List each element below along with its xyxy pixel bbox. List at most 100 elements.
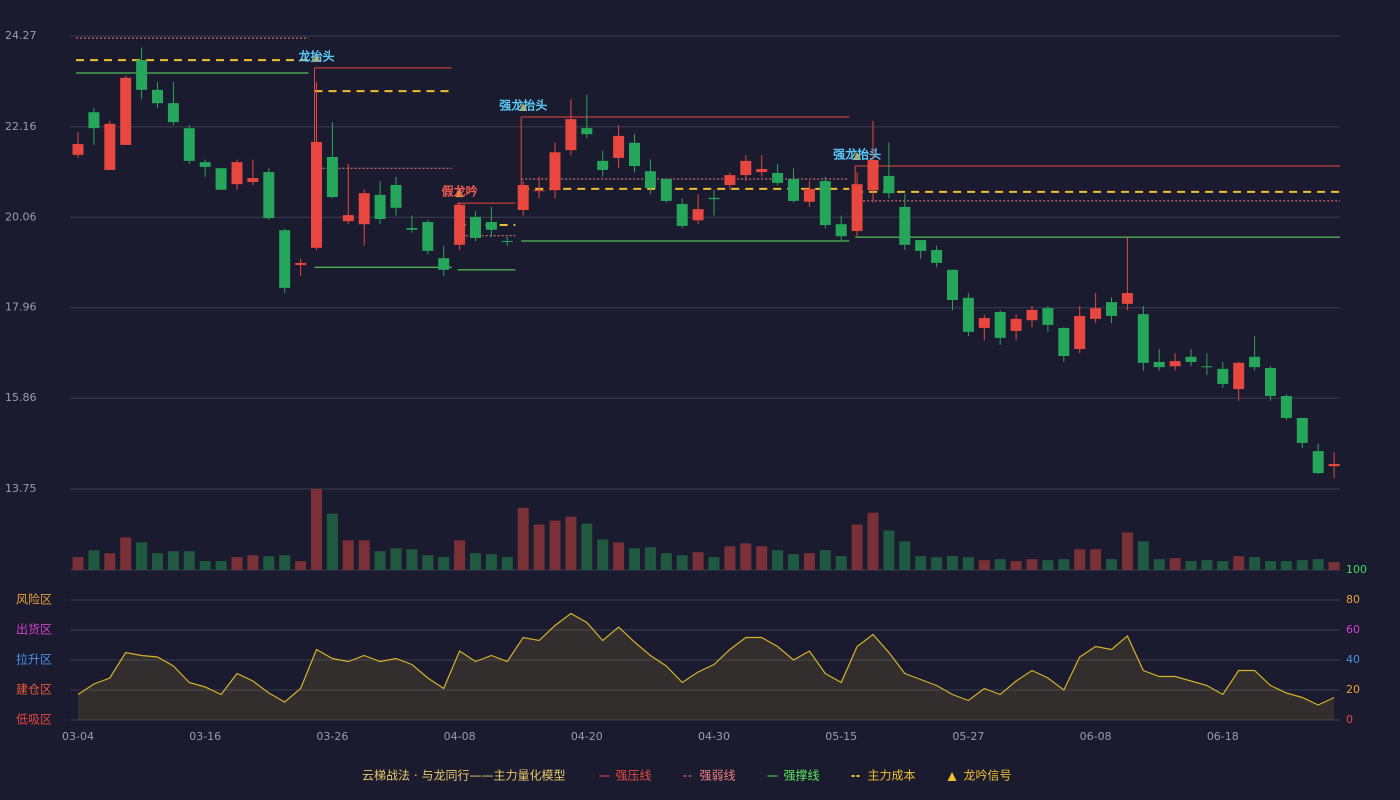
candle-body [915,240,927,251]
signal-marker [519,102,528,111]
candle-body [756,169,768,173]
candle-body [120,77,132,145]
volume-bar [183,551,195,570]
volume-bar [1090,549,1102,570]
volume-bar [342,540,354,570]
signal-label: 强龙抬头 [499,97,547,112]
candle-body [1233,362,1245,390]
volume-bar [374,551,386,570]
candle-body [1042,308,1054,325]
x-tick-label: 03-04 [62,730,94,743]
volume-bar [1312,559,1324,570]
candle-body [311,141,322,248]
candle-body [1153,361,1165,368]
volume-bar [708,557,720,570]
volume-bar [883,530,895,570]
volume-bar [947,556,958,570]
volume-bar [1280,561,1292,570]
candle-body [788,178,799,201]
candle-body [581,128,593,135]
x-tick-label: 05-27 [952,730,984,743]
volume-bar [629,548,640,570]
candle-body [1201,366,1213,368]
candle-body [517,184,529,210]
x-tick-label: 06-08 [1080,730,1112,743]
candle-body [597,160,609,170]
candle-body [183,128,195,161]
volume-bar [1058,559,1070,570]
candle-body [485,222,497,230]
legend-item: 强压线 [615,769,651,783]
volume-bar [1106,559,1117,570]
candle-body [565,119,577,151]
candle-body [438,258,450,270]
volume-bar [533,524,545,570]
candle-body [835,224,847,237]
volume-bar [1042,560,1054,570]
indicator-line [77,612,1335,706]
volume-bar [390,548,402,570]
candle-body [772,172,784,183]
candle-body [899,206,911,245]
candle-body [1074,315,1086,350]
candle-body [740,160,752,176]
candle-body [629,142,640,167]
volume-bar [994,559,1006,570]
candle-body [215,168,227,190]
volume-bar [931,557,943,570]
volume-bar [978,560,990,570]
volume-bar [358,540,370,570]
signal-label: 强龙抬头 [833,147,881,162]
x-tick-label: 03-26 [316,730,348,743]
volume-bar [692,552,704,570]
candle-body [962,297,974,332]
y-tick-label: 22.16 [5,120,37,133]
candle-body [136,60,148,90]
volume-bar [724,546,736,570]
volume-bar [1185,561,1197,570]
candle-body [406,228,418,230]
candle-body [1312,451,1324,474]
legend-symbol [947,772,957,781]
candle-body [501,240,513,242]
volume-bar [660,553,672,570]
zone-label: 低吸区 [16,713,52,727]
candle-body [88,112,100,129]
y-tick-label: 24.27 [5,29,37,42]
volume-bar [565,516,577,570]
volume-bar [644,547,656,570]
volume-bar [470,553,481,570]
y-tick-label: 17.96 [5,301,37,314]
candle-body [104,123,116,170]
candle-body [263,172,275,219]
volume-bar [136,542,148,570]
signal-marker [853,152,862,161]
candle-body [978,318,990,328]
volume-bar [167,551,179,570]
candle-body [1058,327,1070,356]
volume-bar [88,550,100,570]
volume-bar [1201,560,1213,570]
volume-bar [1137,541,1149,570]
volume-bar [454,540,466,570]
volume-bar [915,556,927,570]
candle-body [72,144,84,155]
candle-body [1026,309,1038,321]
candle-body [358,193,370,225]
volume-bar [1265,561,1276,570]
volume-bar [1328,562,1340,570]
candle-body [199,162,211,167]
legend-item: 强撑线 [783,768,819,783]
x-tick-label: 06-18 [1207,730,1239,743]
candle-body [295,262,307,266]
candle-body [1169,361,1181,367]
volume-bar [263,556,275,570]
signal-marker [455,189,464,198]
volume-bar [740,543,752,570]
volume-bar [962,557,974,570]
candle-body [819,181,831,226]
candle-body [1137,314,1149,363]
volume-bar [597,539,609,570]
candle-body [342,215,354,222]
